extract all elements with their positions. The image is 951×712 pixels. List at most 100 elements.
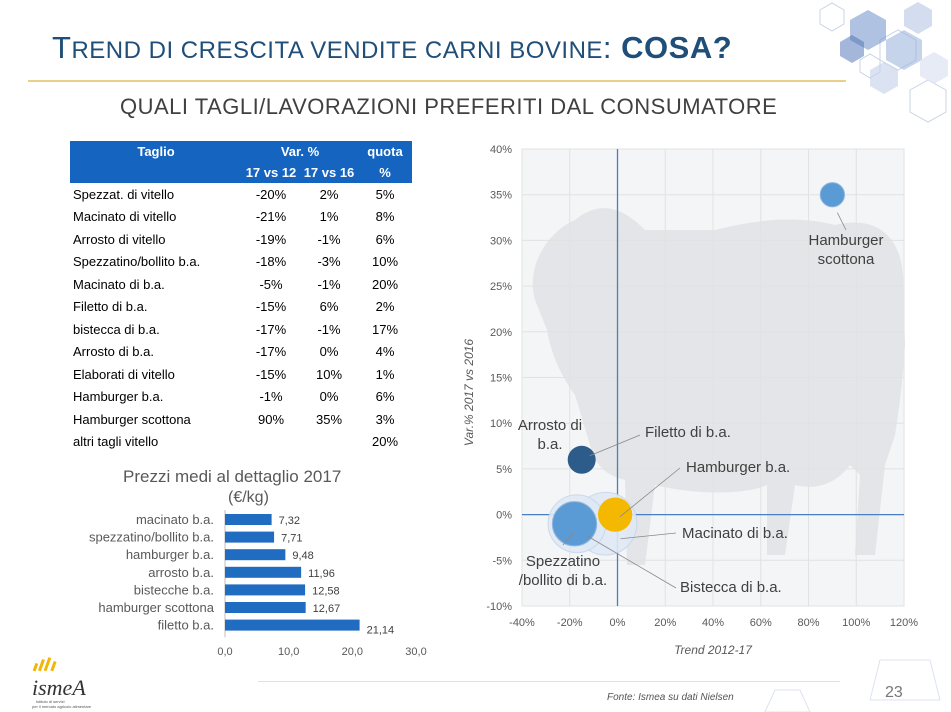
y-tick-label: 30% bbox=[490, 235, 512, 247]
bar bbox=[225, 584, 305, 595]
bubble-label: Macinato di b.a. bbox=[682, 525, 788, 542]
cell-quota: 4% bbox=[358, 341, 412, 364]
bar-category-label: hamburger scottona bbox=[98, 600, 214, 615]
table-row: Elaborati di vitello -15% 10% 1% bbox=[70, 363, 412, 386]
bar-category-label: hamburger b.a. bbox=[126, 547, 214, 562]
bubble-chart: -10% -5% 0% 5% 10% 15% 20% 25% 30% 35% 40% -40% -20%… bbox=[455, 135, 951, 665]
bubble-label-line: Filetto di b.a. bbox=[645, 424, 731, 441]
bar-value-label: 11,96 bbox=[308, 568, 335, 580]
bubble-label-line: b.a. bbox=[537, 436, 562, 453]
table-row: Filetto di b.a. -15% 6% 2% bbox=[70, 296, 412, 319]
cell-var-17-16: -3% bbox=[300, 251, 358, 274]
header-17vs16: 17 vs 16 bbox=[300, 162, 358, 183]
cell-var-17-12: -19% bbox=[242, 228, 300, 251]
bar-x-tick: 0,0 bbox=[217, 646, 232, 658]
x-tick-label: 80% bbox=[797, 617, 819, 629]
cell-name: Spezzatino/bollito b.a. bbox=[70, 251, 242, 274]
cell-quota: 2% bbox=[358, 296, 412, 319]
cell-var-17-12: -5% bbox=[242, 273, 300, 296]
x-tick-label: 20% bbox=[654, 617, 676, 629]
cell-quota: 1% bbox=[358, 363, 412, 386]
cell-var-17-12 bbox=[242, 431, 300, 454]
cell-name: bistecca di b.a. bbox=[70, 318, 242, 341]
logo-wordmark: ismeA bbox=[32, 675, 86, 700]
bar-category-label: macinato b.a. bbox=[136, 512, 214, 527]
cell-var-17-12: 90% bbox=[242, 408, 300, 431]
bar-category-label: spezzatino/bollito b.a. bbox=[89, 530, 214, 545]
bar-x-tick: 30,0 bbox=[405, 646, 426, 658]
x-tick-label: 40% bbox=[702, 617, 724, 629]
title-underline bbox=[28, 80, 846, 82]
y-tick-label: 15% bbox=[490, 373, 512, 385]
cell-var-17-12: -15% bbox=[242, 296, 300, 319]
x-tick-label: 120% bbox=[890, 617, 918, 629]
cell-var-17-16: 6% bbox=[300, 296, 358, 319]
x-tick-label: 0% bbox=[610, 617, 626, 629]
bar-x-tick: 20,0 bbox=[342, 646, 363, 658]
footer-divider bbox=[258, 681, 840, 682]
bar-value-label: 7,32 bbox=[279, 515, 300, 527]
cell-quota: 17% bbox=[358, 318, 412, 341]
table-row: Macinato di vitello -21% 1% 8% bbox=[70, 206, 412, 229]
header-17vs12: 17 vs 12 bbox=[242, 162, 300, 183]
cell-var-17-16: -1% bbox=[300, 228, 358, 251]
table-row: Arrosto di b.a. -17% 0% 4% bbox=[70, 341, 412, 364]
y-tick-label: 10% bbox=[490, 418, 512, 430]
bar-value-label: 9,48 bbox=[292, 550, 313, 562]
bubble-label-line: Bistecca di b.a. bbox=[680, 579, 782, 596]
bubble-label-line: Arrosto di bbox=[518, 417, 582, 434]
cell-var-17-16 bbox=[300, 431, 358, 454]
bar-category-label: bistecche b.a. bbox=[134, 582, 214, 597]
bubble-label-line: Macinato di b.a. bbox=[682, 525, 788, 542]
bubble bbox=[552, 502, 596, 546]
bar-x-tick: 10,0 bbox=[278, 646, 299, 658]
table-row: bistecca di b.a. -17% -1% 17% bbox=[70, 318, 412, 341]
cell-quota: 20% bbox=[358, 431, 412, 454]
cell-name: Hamburger scottona bbox=[70, 408, 242, 431]
bar-chart-title: Prezzi medi al dettaglio 2017 bbox=[123, 467, 341, 487]
cell-quota: 8% bbox=[358, 206, 412, 229]
cell-var-17-16: 10% bbox=[300, 363, 358, 386]
cell-var-17-12: -17% bbox=[242, 318, 300, 341]
table-row: Hamburger scottona 90% 35% 3% bbox=[70, 408, 412, 431]
cell-quota: 5% bbox=[358, 183, 412, 206]
y-axis-title: Var.% 2017 vs 2016 bbox=[462, 339, 476, 447]
bubble-label-line: /bollito di b.a. bbox=[519, 572, 607, 589]
cell-quota: 6% bbox=[358, 386, 412, 409]
header-empty bbox=[70, 162, 242, 183]
x-tick-label: -20% bbox=[557, 617, 583, 629]
bubble-label-line: Hamburger bbox=[808, 232, 883, 249]
cell-var-17-12: -15% bbox=[242, 363, 300, 386]
table-body: Spezzat. di vitello -20% 2% 5% Macinato di v… bbox=[70, 183, 412, 453]
x-tick-label: 60% bbox=[750, 617, 772, 629]
cuts-table: Taglio Var. % quota 17 vs 12 17 vs 16 % … bbox=[70, 141, 412, 453]
cell-var-17-16: 1% bbox=[300, 206, 358, 229]
x-tick-label: -40% bbox=[509, 617, 535, 629]
bubble-label-line: Hamburger b.a. bbox=[686, 459, 790, 476]
x-tick-label: 100% bbox=[842, 617, 870, 629]
cell-name: Elaborati di vitello bbox=[70, 363, 242, 386]
cell-var-17-16: 0% bbox=[300, 341, 358, 364]
cell-var-17-12: -17% bbox=[242, 341, 300, 364]
bar bbox=[225, 532, 274, 543]
table-row: Arrosto di vitello -19% -1% 6% bbox=[70, 228, 412, 251]
table-row: Spezzatino/bollito b.a. -18% -3% 10% bbox=[70, 251, 412, 274]
cell-var-17-12: -20% bbox=[242, 183, 300, 206]
bubble-label-line: scottona bbox=[818, 251, 875, 268]
bubble-label: Filetto di b.a. bbox=[645, 424, 731, 441]
cell-var-17-12: -18% bbox=[242, 251, 300, 274]
cell-quota: 3% bbox=[358, 408, 412, 431]
bubble-label: Hamburger b.a. bbox=[686, 459, 790, 476]
y-tick-label: 35% bbox=[490, 190, 512, 202]
bubble-label-line: Spezzatino bbox=[526, 553, 600, 570]
bar-category-label: arrosto b.a. bbox=[148, 565, 214, 580]
cell-var-17-16: 35% bbox=[300, 408, 358, 431]
cell-quota: 20% bbox=[358, 273, 412, 296]
cell-name: Spezzat. di vitello bbox=[70, 183, 242, 206]
cell-name: Hamburger b.a. bbox=[70, 386, 242, 409]
bar bbox=[225, 514, 272, 525]
price-bar-chart: macinato b.a. 7,32 spezzatino/bollito b.a.… bbox=[0, 505, 470, 665]
title-emphasis: COSA? bbox=[621, 30, 732, 65]
subtitle: QUALI TAGLI/LAVORAZIONI PREFERITI DAL CO… bbox=[120, 94, 777, 120]
cell-var-17-16: 2% bbox=[300, 183, 358, 206]
